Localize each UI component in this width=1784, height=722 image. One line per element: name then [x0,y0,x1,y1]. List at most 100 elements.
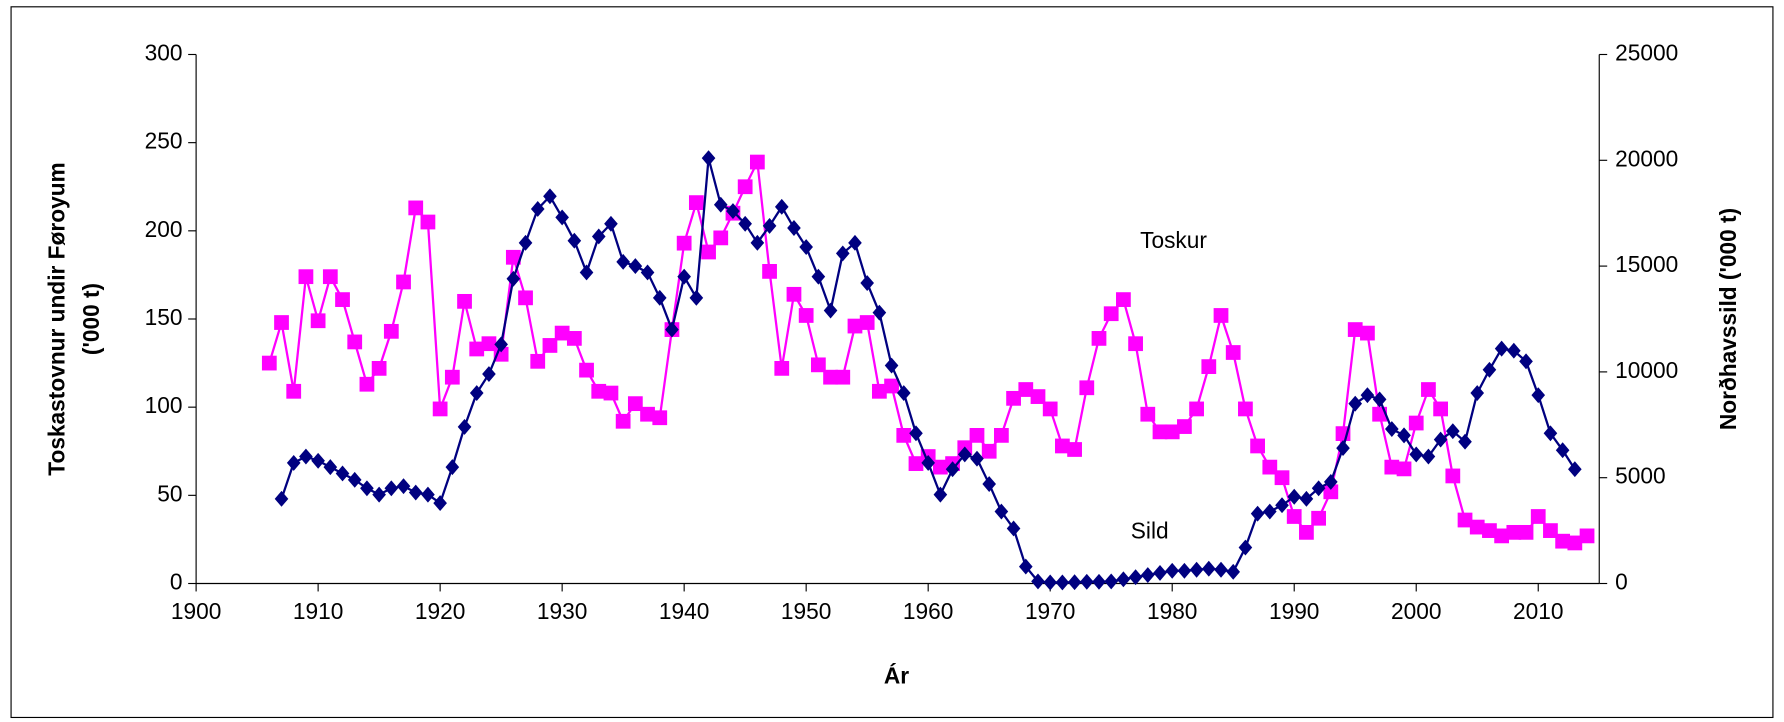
marker [774,198,789,215]
marker [1018,558,1033,575]
y2-tick-label: 25000 [1615,39,1678,65]
marker [335,292,350,307]
marker [1103,306,1119,322]
marker [372,486,386,503]
marker [970,450,984,467]
x-tick-label: 1960 [903,598,953,624]
marker [1311,510,1326,526]
y-axis-label: ('000 t) [78,283,104,355]
y2-axis-label: Norðhavssild ('000 t) [1715,208,1741,430]
marker [347,471,362,488]
marker [408,200,424,216]
marker [798,308,814,323]
x-tick-label: 1930 [537,598,587,624]
marker [1213,308,1229,323]
marker [677,268,691,285]
marker [1507,342,1521,359]
marker [1201,359,1217,374]
marker [274,490,289,507]
marker [1286,509,1302,524]
marker [1519,353,1533,370]
marker [823,302,838,319]
marker [1250,438,1265,454]
marker [921,454,935,471]
marker [1433,401,1449,417]
marker [1408,415,1424,431]
marker [811,268,826,285]
marker [567,232,582,249]
marker [835,245,850,262]
marker [1397,427,1411,444]
marker [1360,325,1375,341]
marker [835,369,851,385]
marker [847,318,863,334]
marker [737,179,753,195]
marker [1079,380,1095,396]
marker [1006,390,1021,406]
marker [1543,523,1558,538]
x-tick-label: 1980 [1147,598,1197,624]
marker [933,459,948,475]
marker [738,215,752,232]
marker [1092,573,1106,590]
x-tick-label: 1940 [659,598,709,624]
marker [859,315,875,330]
marker [640,406,655,422]
marker [432,401,448,417]
series-label: Sild [1131,517,1169,543]
marker [1287,488,1302,505]
marker [1568,461,1582,478]
y-tick-label: 50 [157,480,182,506]
marker [1494,528,1510,544]
marker [884,378,899,394]
marker [810,357,826,373]
y2-tick-label: 10000 [1615,357,1678,383]
marker [1042,401,1058,417]
y-tick-label: 200 [145,216,183,242]
marker [616,253,630,270]
marker [1067,574,1082,591]
x-tick-label: 1990 [1269,598,1319,624]
marker [518,290,533,306]
marker [1299,524,1314,540]
marker [628,258,643,275]
marker [774,360,790,376]
marker [604,215,618,232]
marker [1421,448,1436,465]
marker [444,369,460,385]
x-tick-label: 1970 [1025,598,1075,624]
marker [871,383,887,399]
marker [383,323,399,339]
marker [421,486,435,503]
marker [750,234,765,251]
marker [396,478,411,495]
marker [1067,442,1082,457]
marker [1457,512,1473,528]
marker [1385,421,1399,437]
marker [298,269,314,285]
marker [749,154,765,170]
marker [652,410,668,426]
marker [1274,470,1290,486]
marker [433,495,447,512]
marker [1006,520,1021,537]
marker [1347,322,1363,337]
marker [1396,461,1412,477]
marker [701,244,716,260]
marker [1164,424,1180,440]
marker [1530,509,1546,524]
marker [494,336,508,353]
marker [1324,473,1338,490]
marker [652,289,667,306]
marker [530,353,546,369]
marker [1579,528,1595,544]
marker [665,321,679,338]
marker [543,188,557,205]
y-axis-label: Toskastovnur undir Føroyum [44,162,70,475]
marker [762,264,777,279]
marker [286,383,302,399]
marker [1055,438,1070,454]
x-tick-label: 1900 [171,598,221,624]
